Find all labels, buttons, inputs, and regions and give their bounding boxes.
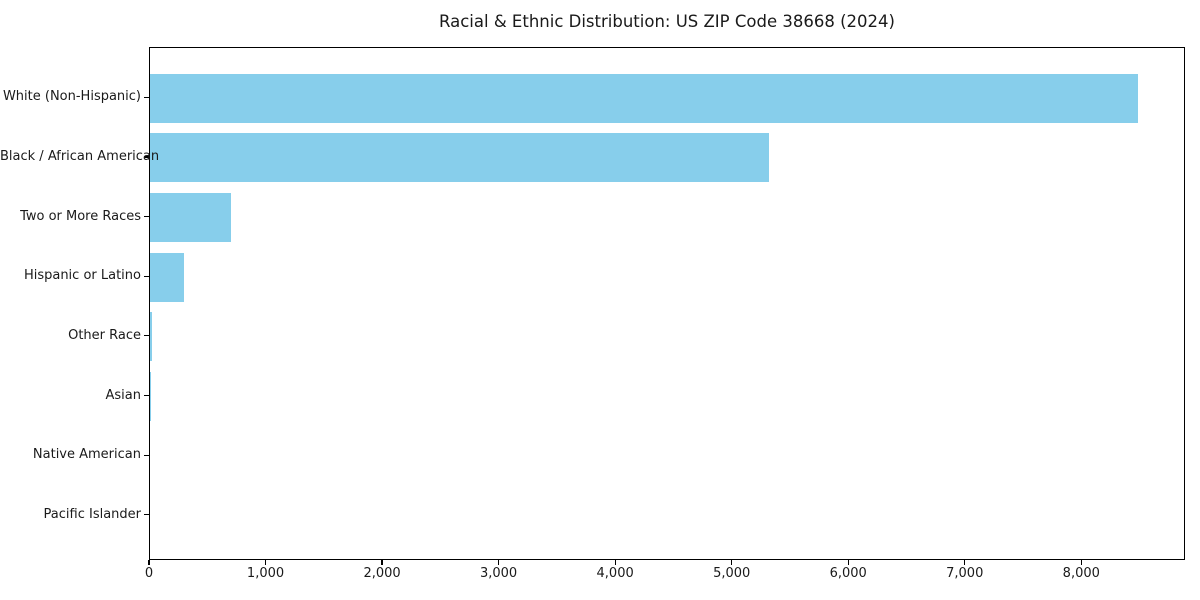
bar [150, 193, 231, 243]
category-label: Pacific Islander [43, 506, 141, 522]
x-tick-mark [381, 560, 383, 565]
x-tick-label: 7,000 [946, 566, 984, 581]
x-tick-label: 6,000 [829, 566, 867, 581]
category-label: Two or More Races [20, 208, 141, 224]
category-label: Hispanic or Latino [23, 268, 141, 284]
x-tick-mark [731, 560, 733, 565]
x-tick-mark [964, 560, 966, 565]
x-tick-label: 0 [144, 566, 154, 581]
y-tick-mark [144, 335, 149, 337]
bar [150, 372, 151, 422]
category-label: Native American [32, 447, 141, 463]
x-tick-mark [498, 560, 500, 565]
x-tick-mark [148, 560, 150, 565]
x-tick-mark [614, 560, 616, 565]
x-tick-label: 1,000 [246, 566, 285, 581]
category-label: Asian [105, 387, 141, 403]
x-tick-mark [847, 560, 849, 565]
category-label: White (Non-Hispanic) [2, 89, 141, 105]
category-label: Other Race [68, 327, 141, 343]
x-tick-label: 5,000 [713, 566, 751, 581]
y-tick-mark [144, 275, 149, 277]
chart-title: Racial & Ethnic Distribution: US ZIP Cod… [439, 12, 895, 31]
x-tick-label: 3,000 [479, 566, 518, 581]
bar [150, 252, 185, 302]
y-tick-mark [144, 156, 149, 158]
x-tick-mark [1080, 560, 1082, 565]
y-tick-mark [144, 394, 149, 397]
bar [150, 312, 153, 362]
bar [150, 73, 1138, 123]
x-tick-label: 2,000 [363, 566, 401, 581]
category-label: Black / African American [0, 148, 160, 164]
y-tick-mark [144, 216, 149, 218]
x-tick-label: 4,000 [596, 566, 634, 581]
x-tick-label: 8,000 [1062, 566, 1100, 581]
bar [150, 133, 770, 183]
y-tick-mark [144, 514, 149, 516]
y-tick-mark [144, 96, 149, 98]
plot-area [149, 47, 1185, 560]
y-tick-mark [144, 454, 149, 456]
x-tick-mark [264, 560, 267, 565]
